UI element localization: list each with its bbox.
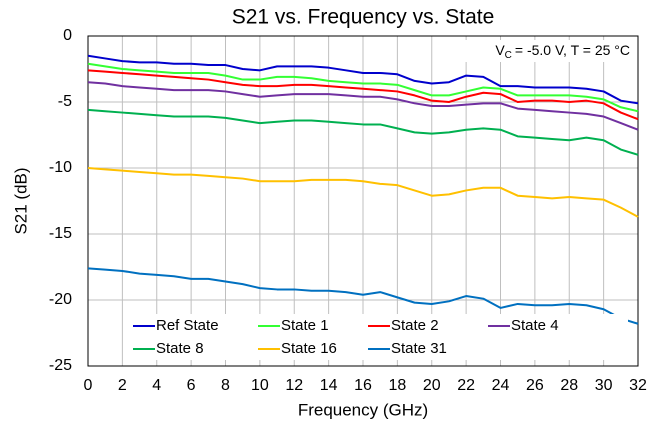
legend-label: State 8 xyxy=(156,340,204,357)
x-tick-label: 8 xyxy=(221,377,230,394)
y-tick-label: -20 xyxy=(49,291,72,308)
y-tick-label: -5 xyxy=(58,93,72,110)
x-tick-label: 28 xyxy=(560,377,578,394)
x-tick-label: 20 xyxy=(423,377,441,394)
legend: Ref State State 1 State 2 State 4 State 8 Sta… xyxy=(128,314,628,360)
y-tick-label: -25 xyxy=(49,357,72,374)
x-tick-label: 14 xyxy=(320,377,338,394)
y-tick-label: -15 xyxy=(49,225,72,242)
annotation-background xyxy=(448,40,634,62)
legend-label: State 31 xyxy=(391,340,447,357)
series-line xyxy=(87,108,639,156)
x-tick-label: 0 xyxy=(84,377,93,394)
x-tick-label: 24 xyxy=(492,377,510,394)
legend-label: State 4 xyxy=(511,317,559,334)
series-line xyxy=(87,167,639,218)
legend-label: State 16 xyxy=(281,340,337,357)
x-tick-label: 30 xyxy=(595,377,613,394)
x-tick-label: 26 xyxy=(526,377,544,394)
legend-label: State 1 xyxy=(281,317,329,334)
series-line xyxy=(87,267,639,325)
x-tick-label: 18 xyxy=(388,377,406,394)
x-tick-label: 32 xyxy=(629,377,647,394)
x-tick-label: 12 xyxy=(285,377,303,394)
y-axis-label: S21 (dB) xyxy=(11,167,30,234)
series-line xyxy=(87,54,639,105)
x-tick-label: 2 xyxy=(118,377,127,394)
x-axis-label: Frequency (GHz) xyxy=(298,400,428,419)
series-line xyxy=(87,69,639,121)
y-tick-label: 0 xyxy=(63,27,72,44)
x-tick-label: 10 xyxy=(251,377,269,394)
legend-label: Ref State xyxy=(156,317,219,334)
x-tick-label: 16 xyxy=(354,377,372,394)
legend-background xyxy=(128,314,628,360)
legend-label: State 2 xyxy=(391,317,439,334)
chart-title: S21 vs. Frequency vs. State xyxy=(232,6,495,29)
series-line xyxy=(87,62,639,113)
series-line xyxy=(87,81,639,131)
x-tick-label: 6 xyxy=(187,377,196,394)
annotation: VC = -5.0 V, T = 25 °C xyxy=(448,40,634,62)
annotation-part: C xyxy=(505,50,512,61)
annotation-part: = -5.0 V, T = 25 °C xyxy=(515,42,630,58)
annotation-text: VC = -5.0 V, T = 25 °C xyxy=(495,42,630,61)
annotation-part: V xyxy=(495,42,505,58)
plot-border xyxy=(87,35,639,367)
x-tick-label: 4 xyxy=(152,377,161,394)
x-tick-label: 22 xyxy=(457,377,475,394)
y-tick-label: -10 xyxy=(49,159,72,176)
